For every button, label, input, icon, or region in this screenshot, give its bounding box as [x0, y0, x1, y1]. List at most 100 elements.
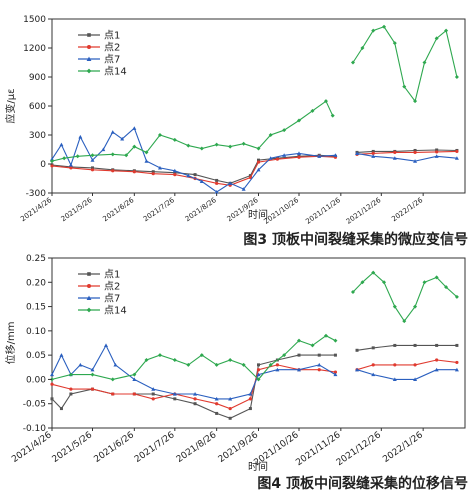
figure-caption: 图4 顶板中间裂缝采集的位移信号: [257, 475, 468, 492]
data-point: [393, 343, 397, 347]
y-tick-label: 900: [29, 73, 46, 83]
x-tick-label: 2021/11/26: [304, 196, 342, 226]
data-point: [333, 153, 338, 157]
data-point: [360, 280, 365, 285]
data-point: [330, 113, 335, 118]
data-point: [257, 158, 260, 162]
data-point: [110, 377, 115, 382]
data-point: [68, 162, 73, 167]
data-point: [454, 367, 459, 372]
data-point: [215, 402, 219, 406]
data-point: [59, 142, 64, 147]
data-point: [310, 343, 315, 348]
data-point: [248, 392, 253, 396]
data-point: [256, 372, 261, 377]
series-line: [352, 271, 458, 323]
y-tick-label: -0.10: [23, 424, 47, 434]
data-point: [455, 343, 459, 347]
data-point: [186, 143, 191, 148]
data-point: [371, 270, 376, 275]
y-tick-label: 0.00: [26, 375, 46, 385]
data-point: [228, 181, 233, 185]
data-point: [132, 170, 136, 174]
data-point: [228, 144, 233, 149]
y-tick-label: 1500: [23, 15, 46, 25]
data-point: [454, 156, 459, 160]
data-point: [413, 343, 417, 347]
data-point: [455, 149, 459, 154]
data-point: [90, 153, 95, 158]
x-axis-label: 时间: [248, 208, 268, 221]
series-line: [356, 369, 457, 380]
series-点7: [50, 343, 459, 401]
legend-marker: [86, 307, 92, 313]
data-point: [157, 165, 162, 170]
data-point: [268, 156, 273, 160]
data-point: [59, 353, 64, 357]
data-point: [275, 363, 279, 367]
data-point: [282, 153, 287, 157]
data-point: [151, 397, 155, 401]
data-point: [110, 130, 115, 134]
y-axis-label: 应变/με: [4, 88, 17, 123]
data-point: [371, 372, 376, 377]
data-point: [157, 133, 162, 137]
data-point: [120, 136, 125, 141]
data-point: [282, 353, 287, 358]
data-point: [50, 164, 54, 168]
data-point: [215, 411, 219, 415]
data-point: [75, 154, 80, 159]
data-point: [310, 108, 315, 113]
y-tick-label: 0.20: [26, 278, 46, 288]
data-point: [241, 362, 246, 367]
figure-caption: 图3 顶板中间裂缝采集的微应变信号: [243, 231, 468, 248]
data-point: [355, 151, 360, 155]
data-point: [413, 99, 418, 104]
data-point: [199, 146, 204, 151]
strain-chart: -300 0 300 600 900 1200 1500 2021/4/26 2021/5/2…: [4, 15, 468, 248]
y-tick-label: -300: [26, 189, 47, 199]
data-point: [193, 402, 197, 406]
series-点7: [50, 126, 459, 194]
data-point: [317, 353, 321, 357]
series-line: [356, 152, 457, 162]
data-point: [90, 166, 94, 170]
series-点2: [50, 358, 459, 411]
data-point: [172, 358, 177, 362]
data-point: [444, 28, 449, 33]
data-point: [124, 153, 129, 158]
data-point: [110, 152, 115, 157]
data-point: [360, 46, 365, 50]
data-point: [199, 353, 204, 358]
data-point: [333, 370, 338, 374]
data-point: [90, 387, 95, 391]
data-point: [50, 397, 54, 401]
legend-marker: [87, 272, 91, 276]
data-point: [296, 118, 301, 123]
data-point: [214, 142, 219, 147]
data-point: [355, 367, 360, 372]
data-point: [268, 133, 273, 137]
x-tick-label: 2021/12/26: [345, 196, 383, 226]
y-tick-label: 0.05: [26, 351, 46, 361]
series-line: [51, 344, 336, 400]
series-line: [356, 359, 457, 371]
data-point: [333, 372, 338, 377]
data-point: [248, 175, 253, 180]
data-point: [132, 144, 137, 149]
data-point: [422, 60, 427, 65]
data-point: [90, 372, 95, 377]
legend-marker: [86, 68, 92, 74]
data-point: [275, 157, 279, 161]
legend-marker: [87, 45, 91, 49]
data-point: [172, 392, 177, 396]
data-point: [132, 377, 137, 382]
series-line: [51, 155, 336, 186]
data-point: [317, 154, 322, 158]
data-point: [355, 348, 359, 352]
data-point: [350, 290, 355, 294]
data-point: [413, 363, 417, 367]
data-point: [241, 141, 246, 146]
data-point: [392, 156, 397, 160]
